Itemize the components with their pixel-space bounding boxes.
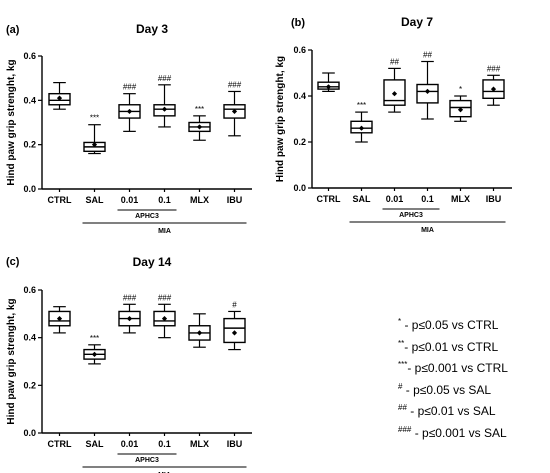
legend-mark: *** xyxy=(398,360,408,369)
legend-mark: ## xyxy=(398,403,407,412)
category-label: IBU xyxy=(486,194,502,204)
significance-mark: ### xyxy=(123,293,137,302)
y-tick-label: 0.2 xyxy=(23,140,36,150)
category-label: MLX xyxy=(190,195,209,205)
significance-mark: ### xyxy=(487,64,501,73)
mean-marker xyxy=(490,86,497,92)
legend-mark: ### xyxy=(398,424,412,434)
category-label: IBU xyxy=(227,439,243,449)
category-label: SAL xyxy=(86,439,105,449)
significance-mark: ## xyxy=(390,57,399,66)
y-axis-label: Hind paw grip strenght, kg xyxy=(6,298,17,424)
mean-marker xyxy=(126,108,133,115)
significance-mark: *** xyxy=(195,105,204,114)
mean-marker xyxy=(358,125,365,131)
panel-title: Day 3 xyxy=(136,22,168,36)
y-tick-label: 0.2 xyxy=(23,380,36,390)
mean-marker xyxy=(91,142,98,148)
mean-marker xyxy=(56,95,63,101)
mean-marker xyxy=(161,316,168,322)
category-label: 0.01 xyxy=(121,195,139,205)
category-label: MLX xyxy=(190,439,209,449)
y-tick-label: 0.4 xyxy=(293,91,306,101)
significance-mark: *** xyxy=(90,334,99,343)
legend-mark: ** xyxy=(398,338,405,348)
mean-marker xyxy=(56,316,63,322)
mean-marker xyxy=(126,316,133,322)
group-label: MIA xyxy=(158,228,171,235)
legend-text: - p≤0.01 vs CTRL xyxy=(404,339,499,354)
y-tick-label: 0.4 xyxy=(23,95,36,105)
legend-mark: # xyxy=(398,381,403,391)
category-label: CTRL xyxy=(317,194,341,204)
y-axis-label: Hind paw grip strenght, kg xyxy=(6,59,17,185)
mean-marker xyxy=(196,330,203,336)
category-label: 0.1 xyxy=(421,194,434,204)
significance-mark: ## xyxy=(423,51,432,60)
mean-marker xyxy=(231,108,238,115)
significance-mark: ### xyxy=(123,83,137,92)
significance-mark: ### xyxy=(228,80,242,89)
category-label: 0.01 xyxy=(386,194,404,204)
category-label: SAL xyxy=(353,194,372,204)
subgroup-label: APHC3 xyxy=(135,213,159,220)
mean-marker xyxy=(91,351,98,357)
legend-row: ## - p≤0.01 vs SAL xyxy=(398,399,508,421)
y-tick-label: 0.0 xyxy=(23,428,36,438)
panel-title: Day 14 xyxy=(133,255,172,269)
legend-text: - p≤0.01 vs SAL xyxy=(406,404,496,418)
significance-mark: # xyxy=(232,300,237,309)
category-label: CTRL xyxy=(48,439,72,449)
mean-marker xyxy=(231,330,238,336)
significance-mark: * xyxy=(459,85,462,94)
legend-row: * - p≤0.05 vs CTRL xyxy=(398,313,508,335)
category-label: 0.1 xyxy=(158,195,171,205)
y-tick-label: 0.6 xyxy=(293,45,306,55)
y-tick-label: 0.6 xyxy=(23,285,36,295)
mean-marker xyxy=(161,106,168,112)
y-tick-label: 0.0 xyxy=(293,183,306,193)
significance-mark: *** xyxy=(357,101,366,110)
legend-row: # - p≤0.05 vs SAL xyxy=(398,378,508,400)
legend-row: **- p≤0.01 vs CTRL xyxy=(398,335,508,357)
significance-mark: ### xyxy=(158,74,172,83)
mean-marker xyxy=(424,88,431,94)
category-label: 0.1 xyxy=(158,439,171,449)
mean-marker xyxy=(457,107,464,113)
mean-marker xyxy=(325,84,332,90)
y-tick-label: 0.4 xyxy=(23,333,36,343)
y-axis-label: Hind paw grip strenght, kg xyxy=(275,56,286,182)
category-label: CTRL xyxy=(48,195,72,205)
legend-row: ***- p≤0.001 vs CTRL xyxy=(398,356,508,378)
category-label: MLX xyxy=(451,194,470,204)
legend-text: - p≤0.05 vs CTRL xyxy=(401,318,499,332)
mean-marker xyxy=(391,91,398,97)
y-tick-label: 0.0 xyxy=(23,184,36,194)
y-tick-label: 0.6 xyxy=(23,51,36,61)
legend-text: - p≤0.05 vs SAL xyxy=(402,382,492,397)
legend-text: - p≤0.001 vs CTRL xyxy=(407,361,508,375)
panel-label: (b) xyxy=(291,17,305,29)
significance-legend: * - p≤0.05 vs CTRL **- p≤0.01 vs CTRL **… xyxy=(398,313,508,442)
subgroup-label: APHC3 xyxy=(135,457,159,464)
legend-text: - p≤0.001 vs SAL xyxy=(411,425,507,440)
panel-title: Day 7 xyxy=(401,15,433,29)
legend-mark: * xyxy=(398,317,402,326)
y-tick-label: 0.2 xyxy=(293,137,306,147)
group-label: MIA xyxy=(421,227,434,234)
legend-row: ### - p≤0.001 vs SAL xyxy=(398,421,508,443)
category-label: IBU xyxy=(227,195,243,205)
panel-label: (c) xyxy=(6,256,20,268)
significance-mark: ### xyxy=(158,293,172,302)
panel-label: (a) xyxy=(6,24,20,36)
category-label: 0.01 xyxy=(121,439,139,449)
significance-mark: *** xyxy=(90,114,99,123)
mean-marker xyxy=(196,124,203,130)
category-label: SAL xyxy=(86,195,105,205)
subgroup-label: APHC3 xyxy=(399,212,423,219)
